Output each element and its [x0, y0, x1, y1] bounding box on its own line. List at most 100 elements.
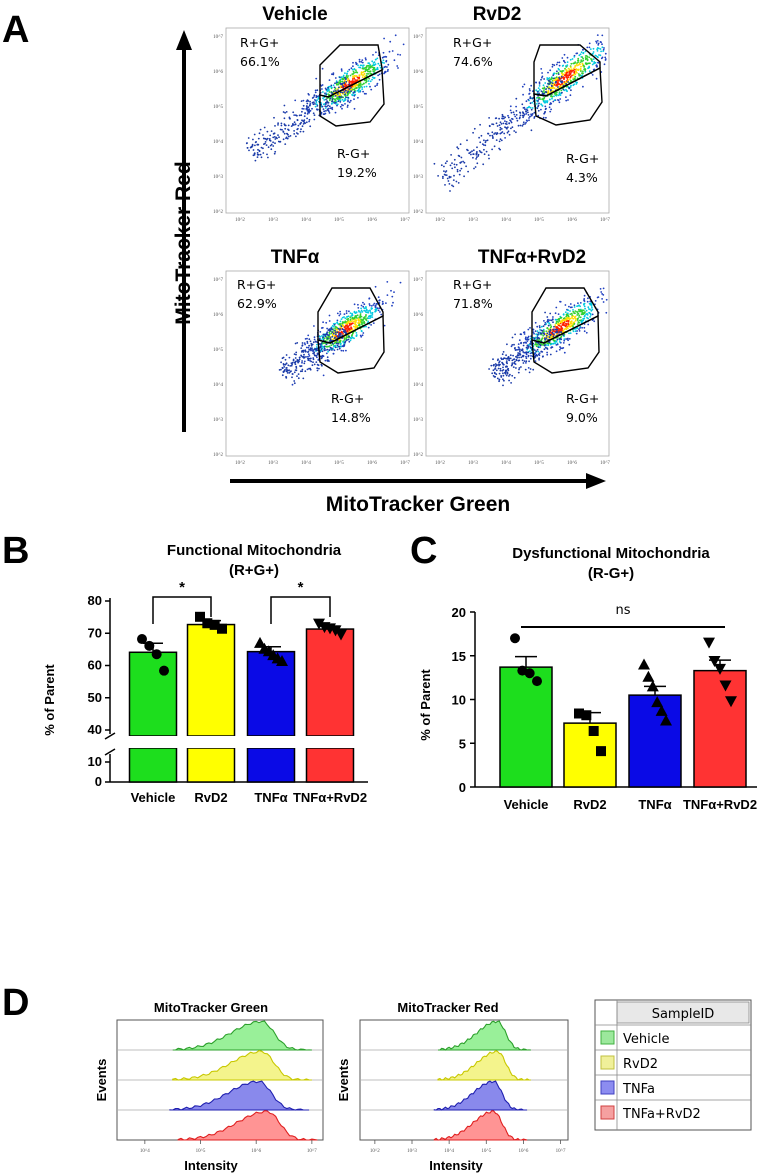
- flow-event-dot: [245, 142, 248, 145]
- flow-event-dot: [275, 136, 278, 139]
- histogram-curve: [438, 1020, 531, 1051]
- flow-event-dot: [552, 339, 555, 341]
- flow-event-dot: [306, 102, 309, 105]
- flow-event-dot: [258, 150, 261, 153]
- flow-event-dot: [375, 51, 377, 54]
- flow-event-dot: [540, 103, 542, 105]
- flow-event-dot: [545, 100, 547, 102]
- flow-event-dot: [377, 309, 380, 312]
- flow-event-dot: [585, 55, 588, 57]
- flow-event-dot: [554, 342, 556, 345]
- flow-event-dot: [270, 143, 273, 146]
- flow-event-dot: [273, 132, 276, 135]
- flow-event-dot: [353, 107, 356, 110]
- flow-event-dot: [480, 151, 483, 154]
- flow-event-dot: [316, 356, 318, 359]
- flow-event-dot: [257, 148, 259, 151]
- gate-label-upper-vehicle: R+G+: [240, 35, 279, 50]
- flow-event-dot: [567, 317, 570, 319]
- flow-event-dot: [525, 119, 528, 122]
- flow-event-dot: [589, 300, 592, 303]
- flow-event-dot: [546, 353, 549, 356]
- gate-value-upper-vehicle: 66.1%: [240, 54, 280, 69]
- flow-event-dot: [550, 108, 552, 111]
- flow-event-dot: [545, 330, 548, 333]
- flow-event-dot: [498, 124, 501, 127]
- flow-event-dot: [538, 81, 541, 84]
- flow-event-dot: [578, 54, 581, 57]
- flow-event-dot: [334, 77, 337, 79]
- flow-event-dot: [499, 121, 502, 124]
- flow-event-dot: [523, 333, 526, 335]
- flow-event-dot: [526, 106, 529, 109]
- flow-event-dot: [351, 318, 354, 321]
- flow-event-dot: [552, 342, 555, 345]
- gate-label-upper-tnfa: R+G+: [237, 277, 276, 292]
- flow-event-dot: [341, 322, 343, 325]
- flow-event-dot: [574, 328, 577, 330]
- flow-event-dot: [540, 329, 543, 332]
- flow-event-dot: [339, 99, 342, 102]
- flow-x-tick-label: 10^3: [468, 218, 478, 223]
- flow-event-dot: [567, 79, 570, 82]
- flow-event-dot: [582, 70, 584, 73]
- flow-event-dot: [580, 59, 583, 62]
- flow-event-dot: [336, 346, 339, 348]
- flow-event-dot: [508, 379, 510, 382]
- flow-event-dot: [334, 111, 337, 114]
- flow-event-dot: [316, 369, 319, 372]
- flow-event-dot: [371, 78, 373, 81]
- flow-event-dot: [574, 61, 577, 64]
- flow-event-dot: [588, 56, 591, 59]
- flow-event-dot: [371, 60, 374, 63]
- flow-event-dot: [260, 146, 263, 149]
- flow-event-dot: [577, 308, 580, 311]
- flow-event-dot: [336, 348, 339, 351]
- flow-plot-tnfa-rvd2: TNFα+RvD2 R+G+ 71.8% R-G+ 9.0%: [425, 247, 610, 457]
- flow-event-dot: [539, 88, 541, 91]
- flow-event-dot: [333, 102, 336, 104]
- flow-event-dot: [339, 79, 342, 82]
- flow-event-dot: [341, 324, 344, 327]
- flow-y-tick-label: 10^4: [213, 383, 223, 388]
- flow-event-dot: [525, 351, 528, 354]
- flow-event-dot: [451, 184, 453, 187]
- flow-event-dot: [591, 63, 594, 66]
- flow-event-dot: [540, 325, 543, 328]
- flow-event-dot: [339, 313, 342, 315]
- flow-event-dot: [556, 328, 559, 331]
- flow-event-dot: [254, 159, 257, 162]
- flow-event-dot: [342, 321, 345, 324]
- flow-event-dot: [503, 132, 506, 135]
- flow-event-dot: [300, 351, 303, 353]
- flow-event-dot: [546, 85, 548, 88]
- flow-event-dot: [308, 118, 311, 121]
- data-point: [655, 704, 668, 716]
- flow-event-dot: [468, 152, 471, 155]
- flow-event-dot: [543, 100, 545, 103]
- flow-event-dot: [590, 309, 593, 312]
- flow-event-dot: [573, 56, 576, 58]
- flow-event-dot: [321, 350, 324, 353]
- flow-event-dot: [563, 78, 565, 81]
- flow-event-dot: [601, 298, 603, 300]
- flow-event-dot: [494, 367, 497, 369]
- flow-event-dot: [525, 355, 527, 358]
- flow-event-dot: [322, 108, 325, 110]
- flow-event-dot: [562, 313, 565, 316]
- flow-event-dot: [529, 346, 532, 349]
- flow-event-dot: [561, 324, 564, 326]
- flow-event-dot: [282, 111, 285, 113]
- flow-event-dot: [313, 351, 316, 354]
- flow-event-dot: [260, 156, 263, 159]
- flow-x-tick-label: 10^4: [301, 461, 311, 466]
- flow-y-tick-label: 10^4: [213, 140, 223, 145]
- flow-event-dot: [348, 310, 350, 313]
- flow-event-dot: [316, 105, 319, 107]
- flow-event-dot: [288, 356, 291, 359]
- flow-event-dot: [560, 316, 562, 319]
- flow-event-dot: [340, 104, 343, 106]
- flow-event-dot: [345, 80, 348, 83]
- flow-event-dot: [337, 342, 340, 345]
